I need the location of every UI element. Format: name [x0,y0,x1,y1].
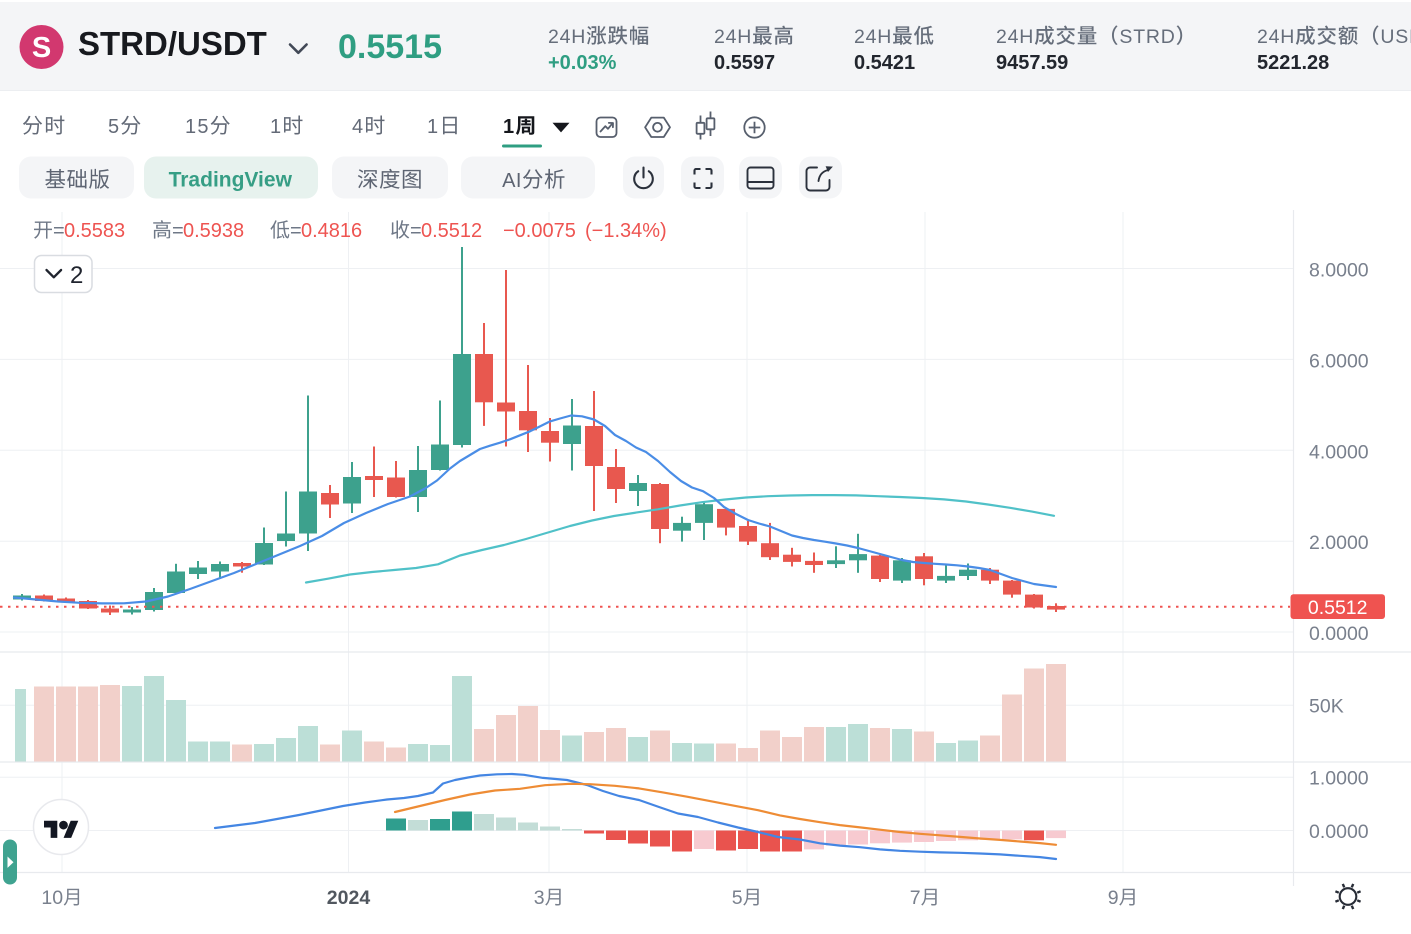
svg-text:3: 3 [534,887,545,909]
svg-text:=: = [290,220,302,242]
svg-text:=: = [53,220,65,242]
svg-text:−0.0075: −0.0075 [503,220,576,242]
svg-text:10: 10 [41,887,63,909]
svg-text:0.5512: 0.5512 [1308,597,1368,619]
svg-text:0.4816: 0.4816 [301,220,362,242]
svg-text:0.5512: 0.5512 [421,220,482,242]
svg-text:9: 9 [1108,887,1119,909]
svg-text:5221.28: 5221.28 [1257,52,1329,74]
svg-text:S: S [32,32,51,64]
svg-text:8.0000: 8.0000 [1309,260,1369,282]
svg-text:USDT: USDT [1380,26,1411,48]
svg-text:2.0000: 2.0000 [1309,532,1369,554]
svg-text:24H: 24H [1257,26,1295,48]
svg-text:5: 5 [108,116,120,138]
svg-text:0.0000: 0.0000 [1309,623,1369,645]
svg-text:0.0000: 0.0000 [1309,821,1369,843]
svg-text:4.0000: 4.0000 [1309,441,1369,463]
svg-text:24H: 24H [854,26,892,48]
svg-text:=: = [410,220,422,242]
svg-text:4: 4 [352,116,364,138]
svg-text:1.0000: 1.0000 [1309,767,1369,789]
svg-text:2024: 2024 [327,887,371,909]
svg-text:9457.59: 9457.59 [996,52,1068,74]
svg-text:5: 5 [732,887,743,909]
svg-text:AI: AI [502,170,522,192]
svg-text:0.5938: 0.5938 [183,220,244,242]
svg-text:24H: 24H [996,26,1034,48]
svg-text:1: 1 [427,116,439,138]
svg-text:+0.03%: +0.03% [548,52,617,74]
svg-text:0.5515: 0.5515 [338,28,442,66]
svg-text:7: 7 [910,887,921,909]
svg-text:=: = [172,220,184,242]
svg-text:0.5597: 0.5597 [714,52,775,74]
svg-text:6.0000: 6.0000 [1309,350,1369,372]
svg-text:0.5421: 0.5421 [854,52,915,74]
svg-text:15: 15 [185,116,210,138]
svg-text:STRD: STRD [1119,26,1175,48]
svg-text:0.5583: 0.5583 [64,220,125,242]
svg-text:24H: 24H [548,26,586,48]
svg-text:1: 1 [503,116,515,138]
svg-text:STRD/USDT: STRD/USDT [78,25,267,62]
svg-text:TradingView: TradingView [169,169,293,192]
svg-text:50K: 50K [1309,696,1344,718]
svg-text:2: 2 [70,262,83,289]
svg-text:(−1.34%): (−1.34%) [585,220,667,242]
svg-text:24H: 24H [714,26,752,48]
svg-text:1: 1 [270,116,282,138]
